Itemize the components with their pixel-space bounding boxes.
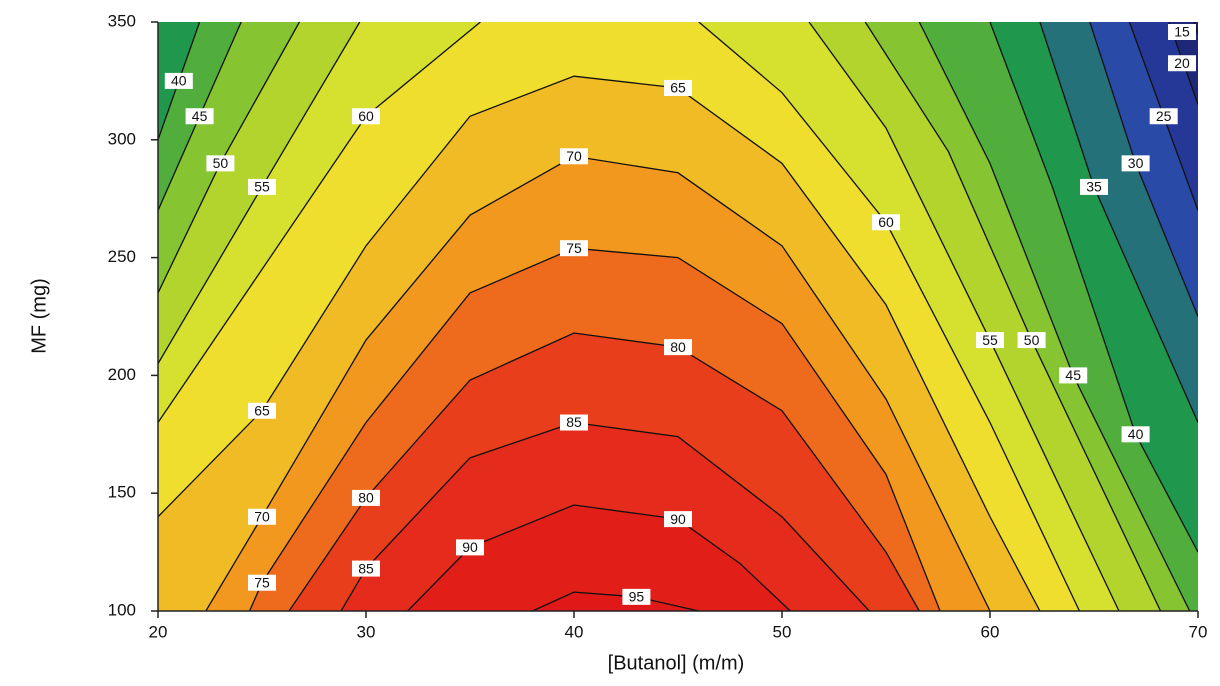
- y-tick-label: 100: [108, 600, 136, 619]
- contour-label-box: [1121, 426, 1150, 443]
- x-axis-label: [Butanol] (m/m): [608, 652, 745, 674]
- contour-label: 70: [254, 508, 270, 524]
- contour-label: 45: [192, 108, 208, 124]
- contour-label: 90: [670, 511, 686, 527]
- contour-label: 80: [358, 490, 374, 506]
- contour-label-box: [1017, 332, 1046, 349]
- contour-label: 60: [358, 108, 374, 124]
- contour-label-box: [1149, 108, 1178, 125]
- contour-label-box: [664, 339, 692, 356]
- contour-label-box: [872, 214, 900, 231]
- contour-line: [407, 504, 791, 611]
- contour-label: 95: [629, 589, 645, 605]
- contour-label: 65: [254, 402, 270, 418]
- contour-label: 50: [213, 155, 229, 171]
- contour-label-box: [664, 511, 692, 528]
- contour-label-box: [1080, 178, 1108, 195]
- contour-label: 35: [1086, 179, 1102, 195]
- contour-label: 75: [254, 574, 270, 590]
- x-tick-label: 60: [981, 622, 1000, 641]
- contour-label-box: [206, 155, 235, 172]
- contour-label-box: [352, 489, 380, 506]
- contour-label: 70: [566, 148, 582, 164]
- contour-label: 40: [1128, 426, 1144, 442]
- contour-label-box: [1168, 55, 1196, 72]
- contour-label-box: [560, 414, 588, 431]
- contour-band: [158, 504, 791, 611]
- contour-label: 50: [1024, 332, 1040, 348]
- plot-area: 15 20 25 30 35 40 40 45 45 50 50 55 55 60 60 65 65 70 70 75…: [158, 22, 1198, 611]
- contour-label: 85: [358, 560, 374, 576]
- contour-line: [532, 591, 699, 611]
- contour-label-box: [664, 79, 692, 96]
- contour-label-box: [352, 560, 380, 577]
- x-tick-label: 30: [357, 622, 376, 641]
- y-axis-label: MF (mg): [28, 278, 50, 354]
- x-tick-label: 70: [1189, 622, 1208, 641]
- labels: 15 20 25 30 35 40 40 45 45 50 50 55 55 60 60 65 65 70 70 75…: [164, 24, 1196, 605]
- contour-label: 75: [566, 240, 582, 256]
- bands: [158, 22, 1198, 611]
- contour-label-box: [560, 240, 588, 257]
- contour-label-box: [456, 539, 484, 556]
- contour-label-box: [622, 588, 651, 605]
- contour-label-box: [1059, 367, 1088, 384]
- contour-label-box: [352, 108, 380, 125]
- contour-line: [158, 75, 1041, 611]
- y-tick-label: 300: [108, 129, 136, 148]
- y-tick-label: 150: [108, 483, 136, 502]
- contour-label: 80: [670, 339, 686, 355]
- contour-label-box: [248, 402, 276, 419]
- y-tick-label: 250: [108, 247, 136, 266]
- contour-label-box: [164, 72, 193, 89]
- contour-label: 40: [171, 73, 187, 89]
- contour-label-box: [976, 332, 1004, 349]
- contour-label: 55: [982, 332, 998, 348]
- contour-label: 20: [1174, 55, 1190, 71]
- contour-line: [288, 332, 920, 611]
- contour-label-box: [185, 108, 214, 125]
- x-tick-label: 50: [773, 622, 792, 641]
- contour-label-box: [248, 574, 276, 591]
- contour-label: 60: [878, 214, 894, 230]
- contour-label: 85: [566, 414, 582, 430]
- y-tick-label: 200: [108, 365, 136, 384]
- contour-label: 90: [462, 539, 478, 555]
- contour-label-box: [248, 178, 276, 195]
- x-tick-label: 40: [565, 622, 584, 641]
- contour-label: 65: [670, 80, 686, 96]
- contour-label-box: [1121, 155, 1150, 172]
- contour-label: 15: [1174, 24, 1190, 40]
- contour-label: 30: [1128, 155, 1144, 171]
- x-tick-label: 20: [149, 622, 168, 641]
- contour-label: 45: [1065, 367, 1081, 383]
- contour-label-box: [560, 148, 588, 165]
- y-tick-label: 350: [108, 11, 136, 30]
- contour-label-box: [1168, 24, 1196, 40]
- contour-label-box: [248, 508, 276, 525]
- contour-label: 25: [1156, 108, 1172, 124]
- contour-label: 55: [254, 179, 270, 195]
